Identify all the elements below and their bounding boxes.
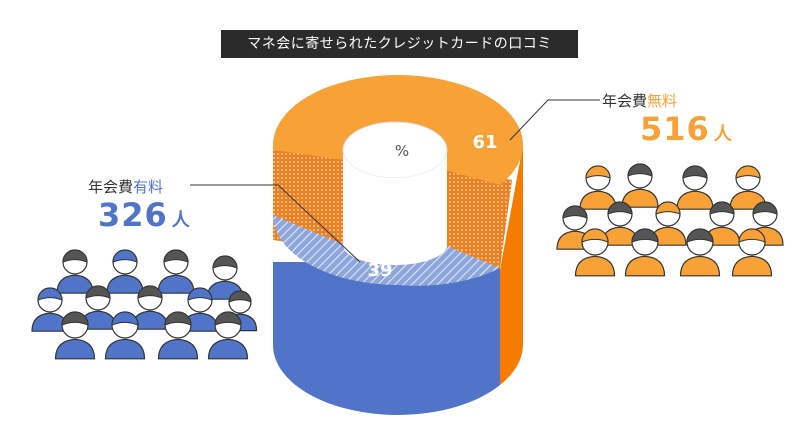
data-label-paid: 39 <box>367 260 392 281</box>
person-icon <box>31 287 69 332</box>
inner-wall-dotted-right <box>445 170 512 268</box>
legend-free-name: 年会費無料 <box>602 90 677 111</box>
unit-label: % <box>395 142 409 160</box>
people-illustration-paid <box>31 249 258 360</box>
legend-paid-count-unit: 人 <box>171 210 191 231</box>
person-icon <box>679 228 721 277</box>
legend-free-count: 516 人 <box>640 110 733 148</box>
person-icon <box>649 201 687 246</box>
person-icon <box>207 311 249 360</box>
person-icon <box>56 249 94 294</box>
leader-line-free <box>509 99 600 141</box>
person-icon <box>579 165 617 210</box>
person-icon <box>104 311 146 360</box>
person-icon <box>624 228 666 277</box>
person-icon <box>106 249 144 294</box>
person-icon <box>131 285 169 330</box>
slice-paid-top <box>273 215 500 286</box>
cylinder-side-free <box>500 145 523 385</box>
person-icon <box>621 163 659 208</box>
legend-free-prefix: 年会費 <box>602 92 648 110</box>
person-icon <box>157 249 195 294</box>
chart-title: マネ会に寄せられたクレジットカードの口コミ <box>221 30 578 58</box>
person-icon <box>54 311 96 360</box>
legend-free-count-unit: 人 <box>713 124 733 145</box>
legend-paid-count-value: 326 <box>98 196 168 234</box>
person-icon <box>676 165 714 210</box>
legend-paid-name: 年会費有料 <box>88 176 163 197</box>
person-icon <box>574 228 616 277</box>
person-icon <box>601 201 639 246</box>
legend-paid-suffix: 有料 <box>133 178 164 196</box>
people-illustration-free <box>556 163 784 277</box>
legend-paid-count: 326 人 <box>98 196 191 234</box>
person-icon <box>731 228 773 277</box>
data-label-free: 61 <box>472 132 497 153</box>
legend-paid-prefix: 年会費 <box>88 178 134 196</box>
leader-line-paid <box>190 184 361 263</box>
inner-hole-wall <box>343 150 447 265</box>
person-icon <box>79 285 117 330</box>
legend-free-suffix: 無料 <box>647 92 678 110</box>
person-icon <box>157 311 199 360</box>
legend-free-count-value: 516 <box>640 110 710 148</box>
